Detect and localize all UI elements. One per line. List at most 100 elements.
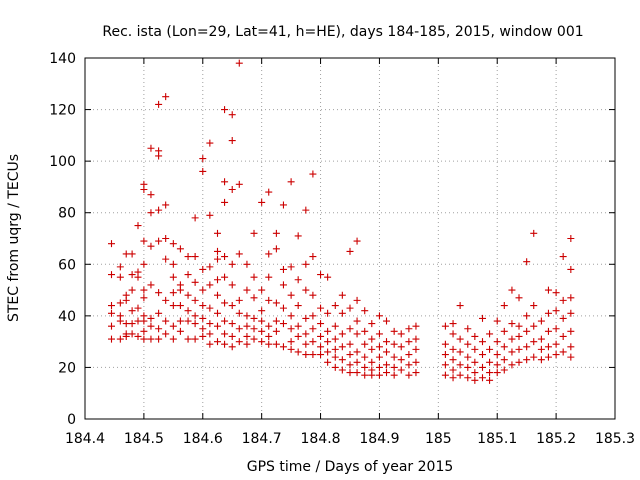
data-point	[191, 253, 199, 261]
data-point	[162, 201, 170, 209]
data-point	[287, 338, 295, 346]
data-point	[346, 247, 354, 255]
x-tick-label: 185.2	[536, 431, 576, 447]
data-point	[361, 327, 369, 335]
data-point	[235, 250, 243, 258]
data-point	[567, 327, 575, 335]
data-point	[258, 317, 266, 325]
data-point	[390, 353, 398, 361]
data-point	[309, 291, 317, 299]
data-point	[272, 299, 280, 307]
data-point	[147, 191, 155, 199]
data-point	[250, 229, 258, 237]
data-point	[235, 59, 243, 67]
data-point	[235, 309, 243, 317]
data-point	[397, 330, 405, 338]
data-point	[375, 363, 383, 371]
data-point	[552, 325, 560, 333]
data-point	[147, 242, 155, 250]
data-point	[552, 351, 560, 359]
data-point	[324, 358, 332, 366]
data-point	[128, 250, 136, 258]
data-point	[368, 371, 376, 379]
data-point	[544, 286, 552, 294]
data-point	[383, 317, 391, 325]
data-point	[552, 340, 560, 348]
data-point	[471, 345, 479, 353]
data-point	[464, 374, 472, 382]
data-point	[368, 358, 376, 366]
data-point	[309, 351, 317, 359]
data-point	[449, 366, 457, 374]
data-point	[375, 312, 383, 320]
data-point	[272, 340, 280, 348]
data-point	[122, 296, 130, 304]
data-point	[338, 356, 346, 364]
data-point	[361, 353, 369, 361]
data-point	[537, 335, 545, 343]
data-point	[155, 206, 163, 214]
data-point	[116, 263, 124, 271]
data-point	[155, 237, 163, 245]
data-point	[552, 307, 560, 315]
data-point	[140, 186, 148, 194]
data-point	[221, 198, 229, 206]
data-point	[228, 343, 236, 351]
data-point	[449, 345, 457, 353]
data-point	[338, 330, 346, 338]
data-point	[530, 353, 538, 361]
data-point	[530, 229, 538, 237]
data-point	[279, 320, 287, 328]
data-point	[265, 332, 273, 340]
data-point	[449, 374, 457, 382]
data-point	[184, 307, 192, 315]
data-point	[265, 273, 273, 281]
y-tick-label: 60	[58, 257, 76, 273]
data-point	[162, 330, 170, 338]
data-point	[523, 327, 531, 335]
y-tick-label: 40	[58, 309, 76, 325]
data-point	[199, 155, 207, 163]
data-point	[324, 309, 332, 317]
data-point	[530, 338, 538, 346]
data-point	[199, 332, 207, 340]
data-point	[108, 335, 115, 343]
data-point	[122, 320, 130, 328]
data-point	[353, 330, 361, 338]
data-point	[515, 345, 523, 353]
data-point	[199, 167, 207, 175]
data-point	[258, 286, 266, 294]
data-point	[214, 338, 221, 346]
y-tick-label: 0	[67, 412, 76, 428]
data-point	[184, 335, 192, 343]
data-point	[375, 353, 383, 361]
data-point	[456, 348, 464, 356]
data-point	[235, 180, 243, 188]
data-point	[235, 325, 243, 333]
data-point	[250, 335, 258, 343]
data-point	[361, 371, 369, 379]
data-point	[294, 232, 302, 240]
data-point	[412, 358, 420, 366]
data-point	[108, 271, 115, 279]
data-point	[346, 325, 354, 333]
data-point	[412, 345, 420, 353]
data-point	[134, 332, 142, 340]
data-point	[265, 322, 273, 330]
data-point	[383, 338, 391, 346]
x-axis-label: GPS time / Days of year 2015	[247, 459, 454, 475]
data-point	[338, 309, 346, 317]
data-point	[155, 100, 163, 108]
data-point	[515, 294, 523, 302]
data-point	[471, 369, 479, 377]
data-point	[361, 340, 369, 348]
data-point	[567, 235, 575, 242]
data-point	[390, 363, 398, 371]
data-point	[309, 325, 317, 333]
x-tick-label: 184.8	[301, 431, 341, 447]
data-point	[375, 343, 383, 351]
data-point	[279, 343, 287, 351]
x-tick-label: 185	[425, 431, 452, 447]
data-point	[486, 376, 494, 384]
data-point	[353, 237, 361, 245]
